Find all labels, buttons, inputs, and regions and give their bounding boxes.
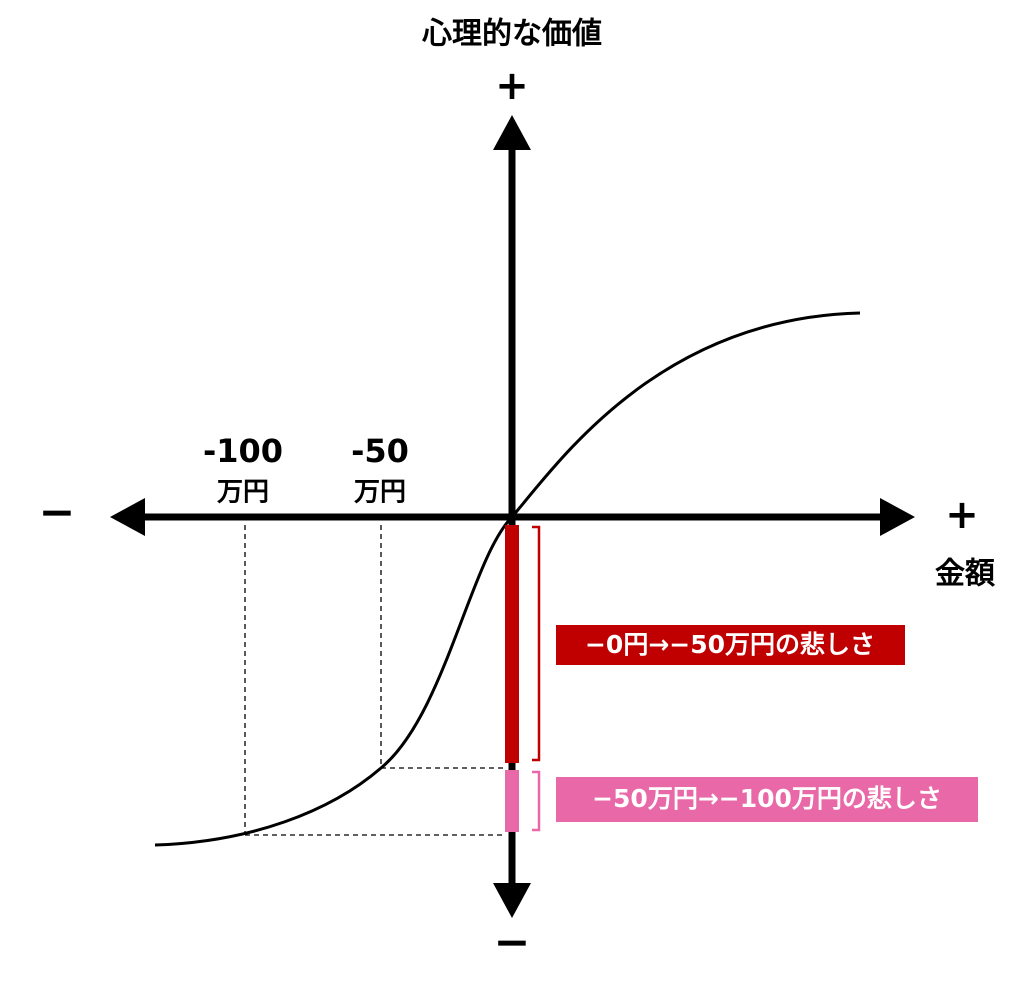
x-label: 金額 xyxy=(935,557,996,592)
y-plus: + xyxy=(495,63,529,109)
y-minus: − xyxy=(494,917,531,968)
bracket-1 xyxy=(532,525,541,762)
tick-amount: -100 xyxy=(203,432,283,470)
x-minus: − xyxy=(39,487,76,538)
annotation: −50万円→−100万円の悲しさ xyxy=(592,784,942,813)
bracket-2 xyxy=(532,770,541,832)
loss-bar-2 xyxy=(505,770,519,832)
value-curve xyxy=(154,311,861,847)
tick-unit: 万円 xyxy=(354,478,406,508)
guides xyxy=(244,525,505,836)
label-box-2 xyxy=(556,777,978,822)
loss-bar-1 xyxy=(505,525,519,763)
tick-amount: -50 xyxy=(351,432,409,470)
label-box-1 xyxy=(556,625,905,665)
title: 心理的な価値 xyxy=(421,17,602,52)
tick-unit: 万円 xyxy=(217,478,269,508)
x-plus: + xyxy=(945,492,979,538)
annotation: −0円→−50万円の悲しさ xyxy=(585,630,875,659)
